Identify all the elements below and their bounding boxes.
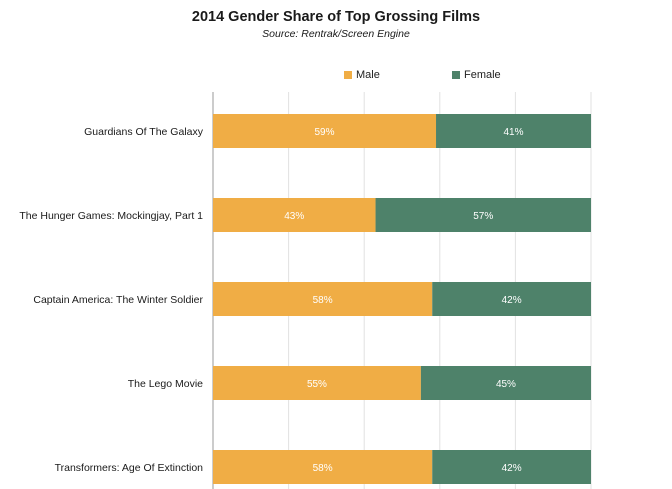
chart-title: 2014 Gender Share of Top Grossing Films [191, 9, 481, 25]
category-label: Transformers: Age Of Extinction [55, 462, 204, 474]
data-label-male: 58% [313, 295, 333, 306]
bar-male [213, 198, 376, 232]
category-label: Captain America: The Winter Soldier [33, 294, 203, 306]
data-label-female: 41% [504, 127, 524, 138]
chart-subtitle: Source: Rentrak/Screen Engine [262, 28, 410, 40]
legend-swatch-female [452, 71, 460, 79]
legend-label-female: Female [464, 69, 501, 81]
bar-female [436, 114, 591, 148]
bar-male [213, 450, 433, 484]
data-label-male: 58% [313, 463, 333, 474]
data-label-female: 45% [496, 379, 516, 390]
category-label: Guardians Of The Galaxy [84, 126, 204, 138]
chart-legend: Male Female [0, 69, 672, 85]
legend-item-male: Male [344, 69, 380, 81]
category-label: The Hunger Games: Mockingjay, Part 1 [19, 210, 203, 222]
data-label-female: 57% [473, 211, 493, 222]
bar-female [420, 366, 591, 400]
bar-female [432, 450, 591, 484]
legend-label-male: Male [356, 69, 380, 81]
data-label-female: 42% [502, 295, 522, 306]
legend-swatch-male [344, 71, 352, 79]
legend-item-female: Female [452, 69, 501, 81]
category-label: The Lego Movie [128, 378, 203, 390]
data-label-male: 43% [284, 211, 304, 222]
bar-male [213, 366, 421, 400]
data-label-male: 55% [307, 379, 327, 390]
bar-male [213, 114, 437, 148]
bar-male [213, 282, 433, 316]
bar-female [375, 198, 591, 232]
data-label-female: 42% [502, 463, 522, 474]
bar-female [432, 282, 591, 316]
data-label-male: 59% [315, 127, 335, 138]
